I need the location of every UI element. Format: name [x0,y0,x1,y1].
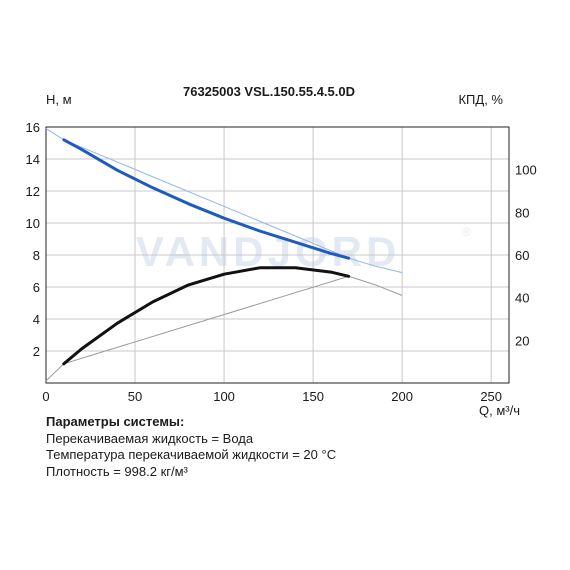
y-right-tick-label: 20 [515,333,529,348]
x-tick-label: 200 [391,389,413,404]
x-tick-label: 100 [213,389,235,404]
param-line-temperature: Температура перекачиваемой жидкости = 20… [46,447,337,462]
param-line-fluid: Перекачиваемая жидкость = Вода [46,430,254,446]
y-axis-left-label: H, м [46,92,72,107]
system-parameters: Параметры системы: Перекачиваемая жидкос… [46,414,336,480]
chart-title: 76325003 VSL.150.55.4.5.0D [183,84,355,99]
efficiency-curve [62,266,351,366]
param-line-density: Плотность = 998.2 кг/м³ [46,463,188,479]
y-left-tick-label: 12 [26,184,40,199]
y-left-tick-label: 10 [26,216,40,231]
x-tick-label: 0 [42,389,49,404]
plot-frame [45,126,510,384]
y-right-tick-label: 40 [515,291,529,306]
x-axis-label: Q, м³/ч [479,403,520,418]
y-axis-right-label: КПД, % [458,92,503,107]
y-right-tick-label: 80 [515,205,529,220]
head-curve [62,138,351,260]
y-right-tick-label: 60 [515,248,529,263]
y-left-tick-label: 16 [26,120,40,135]
y-left-tick-label: 8 [33,248,40,263]
grid [46,127,509,383]
y-left-tick-label: 6 [33,280,40,295]
curves [45,128,403,382]
system-parameters-title: Параметры системы: [46,414,185,429]
watermark-registered-mark: ® [462,225,471,239]
y-left-tick-label: 14 [26,152,40,167]
y-right-tick-label: 100 [515,163,537,178]
x-tick-label: 50 [128,389,142,404]
y-left-tick-label: 2 [33,344,40,359]
y-left-tick-label: 4 [33,312,40,327]
x-tick-label: 150 [302,389,324,404]
x-tick-label: 250 [480,389,502,404]
tick-labels: 0 50 100 150 200 250 2 4 6 8 10 12 14 16 20 40 60 80 100 [26,120,537,404]
